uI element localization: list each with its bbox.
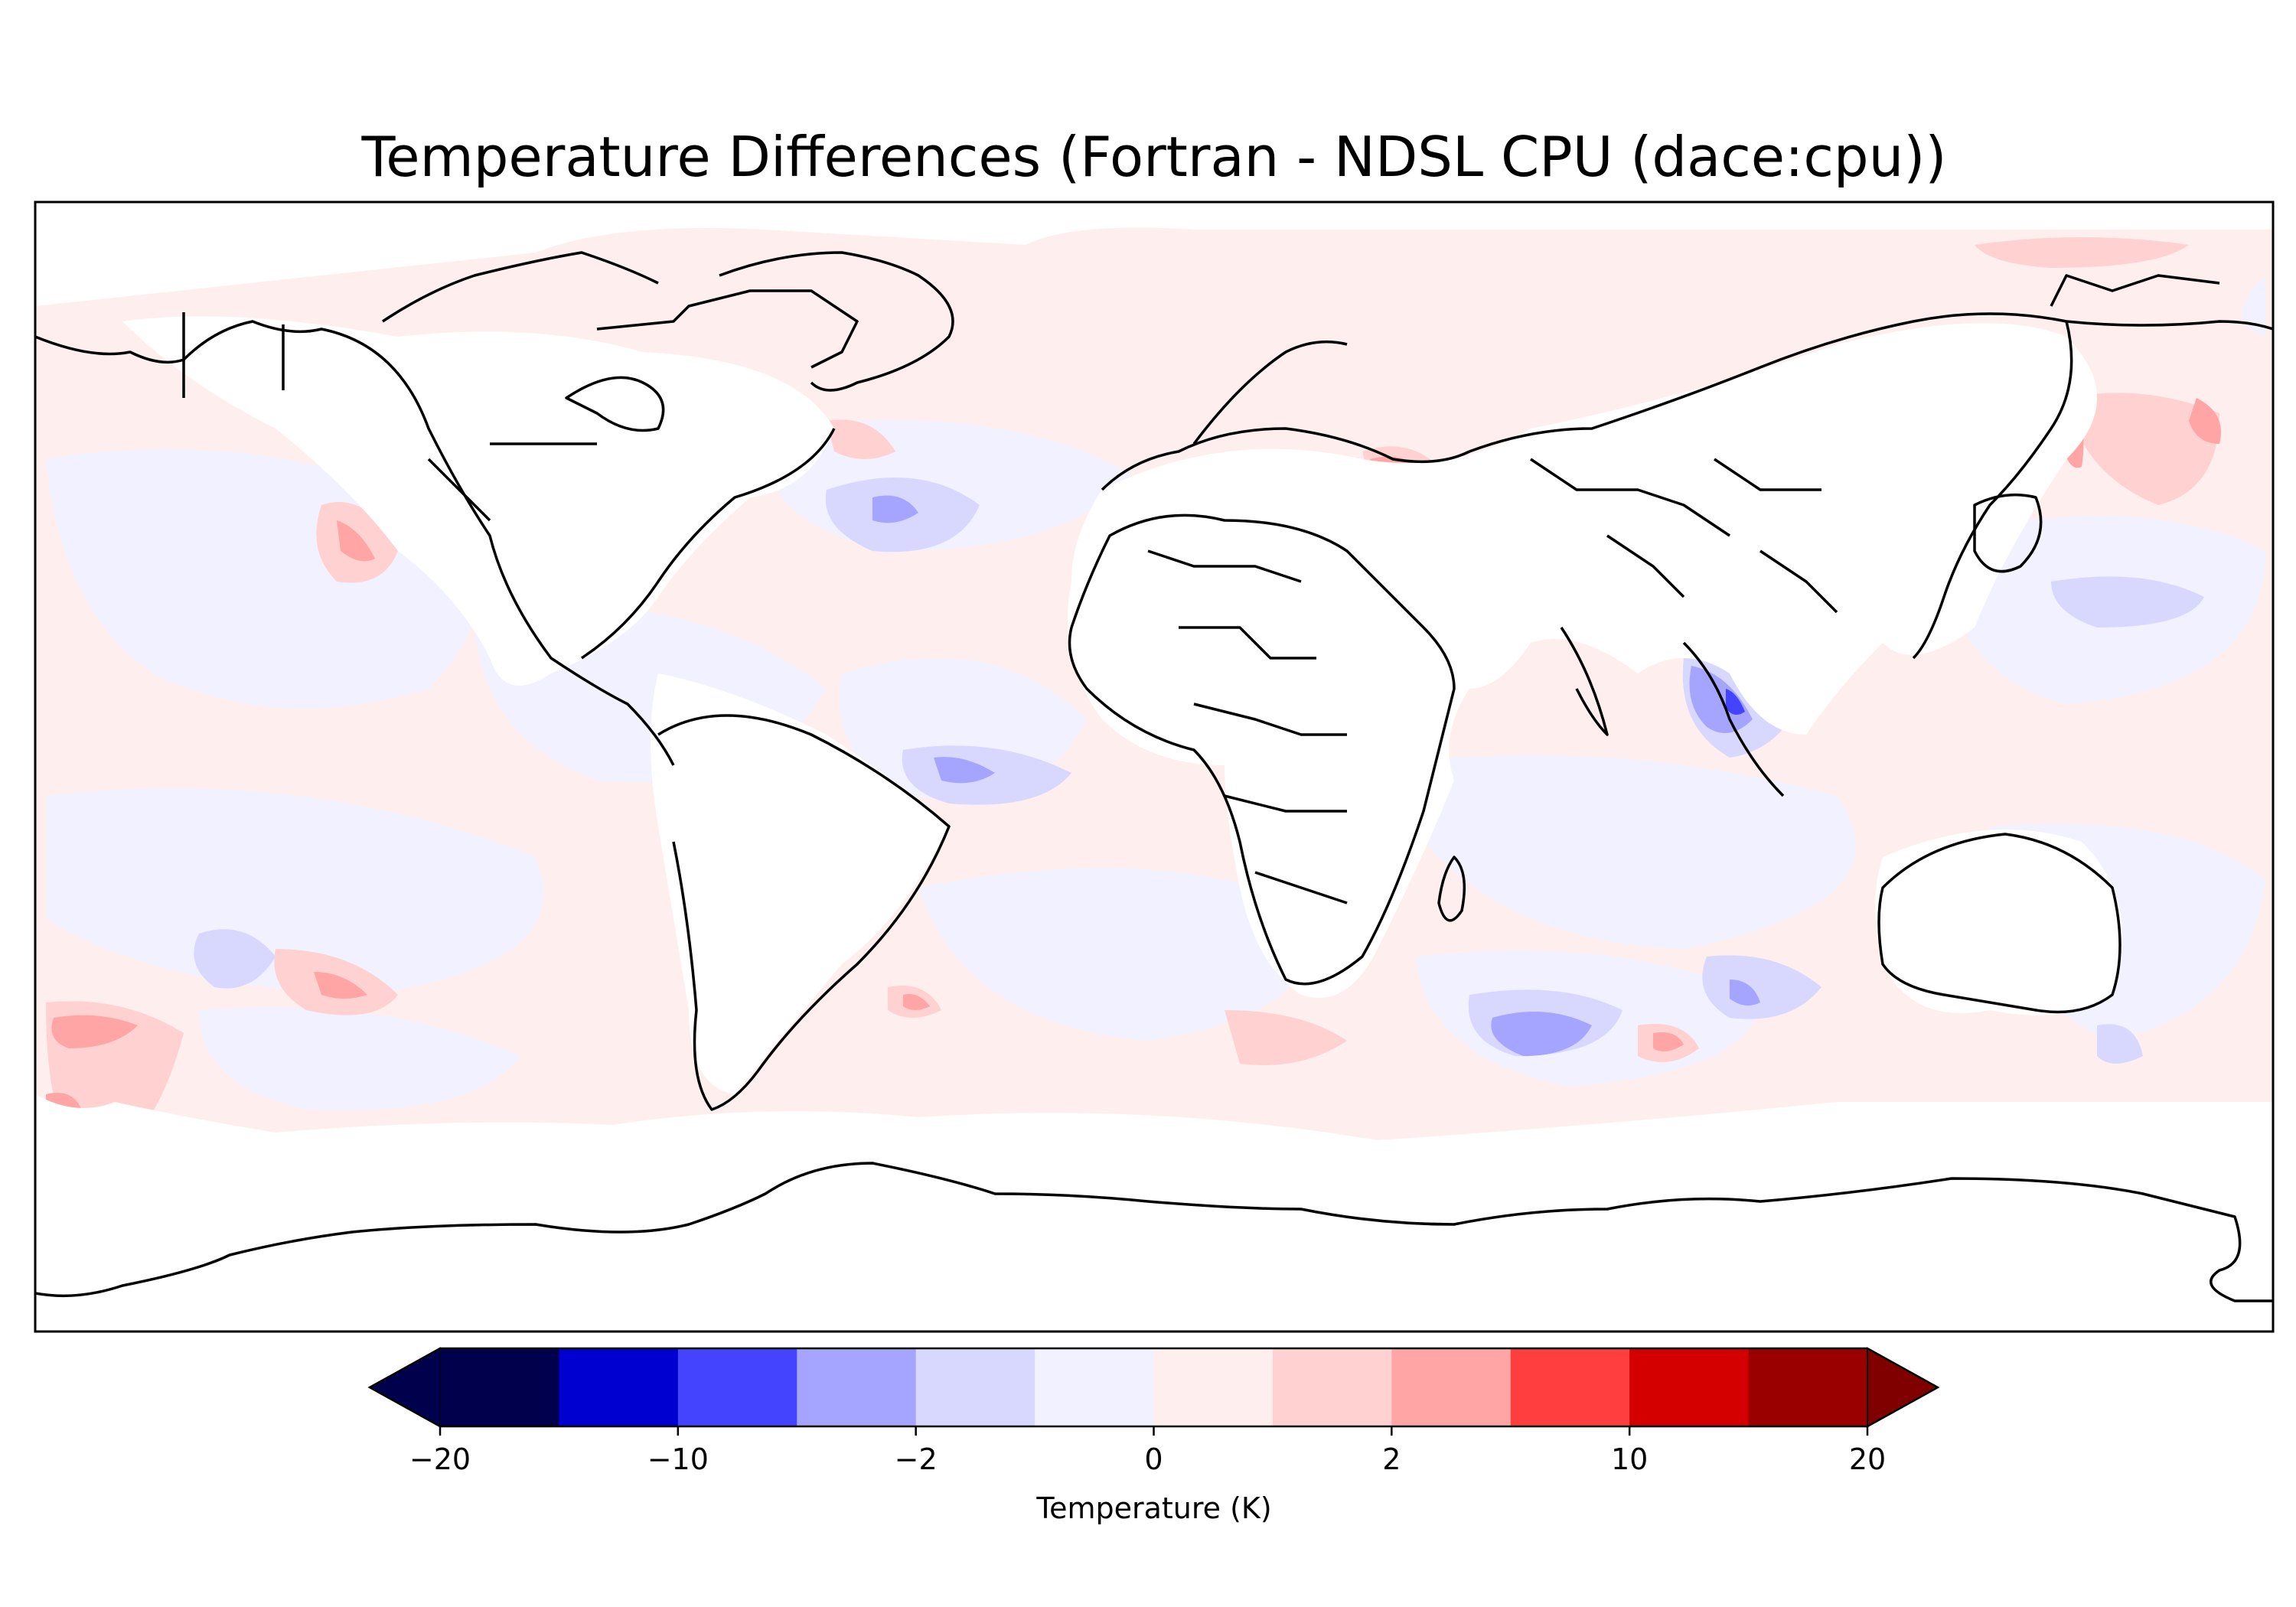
colorbar-label: Temperature (K) xyxy=(1035,1491,1271,1525)
colorbar-bin xyxy=(677,1348,797,1426)
colorbar-tick-label: 10 xyxy=(1611,1442,1648,1476)
colorbar-bin xyxy=(1748,1348,1868,1426)
colorbar-bin xyxy=(559,1348,679,1426)
colorbar-tick-label: 0 xyxy=(1144,1442,1163,1476)
colorbar-tick-label: 2 xyxy=(1382,1442,1401,1476)
colorbar-tick-label: −10 xyxy=(647,1442,709,1476)
colorbar-bin xyxy=(1035,1348,1154,1426)
land-mask xyxy=(35,202,2273,1332)
colorbar-tick-label: −2 xyxy=(895,1442,938,1476)
temperature-field xyxy=(35,202,2273,1332)
coastlines xyxy=(35,251,2273,1302)
colorbar-tick-label: −20 xyxy=(409,1442,471,1476)
colorbar-tick-label: 20 xyxy=(1849,1442,1886,1476)
colorbar-bin xyxy=(1510,1348,1630,1426)
colorbar-bin xyxy=(1391,1348,1512,1426)
colorbar-bin xyxy=(1153,1348,1274,1426)
colorbar: −20 −10 −2 0 2 10 20 xyxy=(367,1347,1940,1476)
colorbar-bin xyxy=(797,1348,917,1426)
colorbar-bin xyxy=(440,1348,559,1426)
map-area xyxy=(34,200,2275,1333)
colorbar-bin xyxy=(1629,1348,1750,1426)
chart-title: Temperature Differences (Fortran - NDSL … xyxy=(361,125,1947,189)
colorbar-bin xyxy=(1272,1348,1392,1426)
colorbar-bin xyxy=(915,1348,1035,1426)
